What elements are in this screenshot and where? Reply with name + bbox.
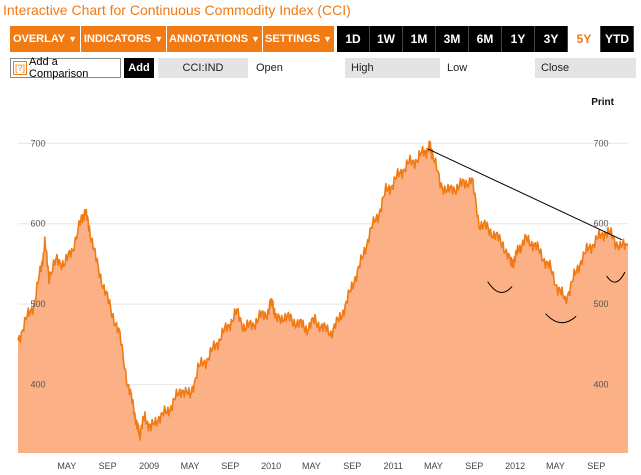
range-1w-button[interactable]: 1W (370, 26, 403, 52)
add-comparison-button[interactable]: Add (124, 58, 154, 78)
x-tick-label: SEP (465, 461, 483, 471)
x-tick-label: SEP (587, 461, 605, 471)
range-6m-button[interactable]: 6M (469, 26, 502, 52)
x-tick-label: 2011 (383, 461, 402, 471)
price-area (18, 141, 628, 454)
range-ytd-button[interactable]: YTD (601, 26, 634, 52)
open-field: Open (256, 62, 283, 74)
annotation-arc (487, 281, 513, 293)
help-icon[interactable]: [?] (13, 61, 28, 75)
annotation-arcs (487, 271, 626, 324)
chart-toolbar: OVERLAY ▼ INDICATORS ▼ ANNOTATIONS ▼ SETTIN… (10, 26, 641, 52)
x-tick-label: 2009 (139, 461, 159, 471)
print-link[interactable]: Print (591, 97, 614, 108)
annotations-menu[interactable]: ANNOTATIONS ▼ (167, 26, 263, 52)
symbol-field: CCI:IND (158, 58, 248, 78)
annotation-arc (545, 313, 577, 324)
annotation-arc (606, 271, 626, 283)
low-field: Low (447, 62, 468, 74)
range-1d-button[interactable]: 1D (337, 26, 370, 52)
chevron-down-icon: ▼ (323, 34, 332, 44)
x-tick-label: MAY (181, 461, 200, 471)
settings-menu-label: SETTINGS (265, 33, 321, 45)
overlay-menu-label: OVERLAY (12, 33, 66, 45)
y-tick-label: 500 (593, 299, 608, 309)
indicators-menu-label: INDICATORS (83, 33, 152, 45)
chevron-down-icon: ▼ (154, 34, 164, 44)
y-tick-label: 700 (593, 138, 608, 148)
x-tick-label: SEP (343, 461, 361, 471)
range-1y-button[interactable]: 1Y (502, 26, 535, 52)
range-3y-button[interactable]: 3Y (535, 26, 568, 52)
range-1m-button[interactable]: 1M (403, 26, 436, 52)
y-tick-label: 500 (30, 299, 45, 309)
chevron-down-icon: ▼ (68, 34, 78, 44)
comparison-placeholder: Add a Comparison (29, 56, 89, 80)
y-tick-label: 400 (593, 380, 608, 390)
overlay-menu[interactable]: OVERLAY ▼ (10, 26, 81, 52)
indicators-menu[interactable]: INDICATORS ▼ (81, 26, 167, 52)
x-axis-labels: MAY SEP 2009 MAY SEP 2010 MAY SEP 2011 MAY SEP 2012… (57, 461, 605, 471)
chevron-down-icon: ▼ (251, 34, 260, 44)
x-tick-label: 2012 (505, 461, 525, 471)
comparison-bar: [?] Add a Comparison Add CCI:IND Open Hi… (10, 56, 641, 80)
y-tick-label: 700 (30, 138, 45, 148)
high-field: High (345, 58, 440, 78)
x-tick-label: 2010 (261, 461, 281, 471)
y-axis-labels: 400 400 500 500 600 600 700 700 (30, 138, 608, 389)
toolbar-divider (335, 26, 337, 52)
y-tick-label: 600 (593, 219, 608, 229)
y-tick-label: 400 (30, 380, 45, 390)
x-tick-label: SEP (221, 461, 239, 471)
x-tick-label: MAY (57, 461, 76, 471)
range-5y-button[interactable]: 5Y (568, 26, 601, 52)
x-tick-label: MAY (424, 461, 443, 471)
price-line (17, 140, 629, 441)
comparison-input[interactable]: [?] Add a Comparison (10, 56, 121, 80)
x-tick-label: SEP (99, 461, 117, 471)
y-tick-label: 600 (30, 219, 45, 229)
close-field: Close (535, 58, 636, 78)
trend-line (427, 148, 623, 241)
x-tick-label: MAY (302, 461, 321, 471)
settings-menu[interactable]: SETTINGS ▼ (263, 26, 335, 52)
price-chart[interactable]: Print 400 400 500 500 600 600 700 700 MAY SEP 200… (0, 85, 641, 475)
x-tick-label: MAY (546, 461, 565, 471)
annotations-menu-label: ANNOTATIONS (169, 33, 249, 45)
range-3m-button[interactable]: 3M (436, 26, 469, 52)
page-title: Interactive Chart for Continuous Commodi… (3, 2, 351, 18)
